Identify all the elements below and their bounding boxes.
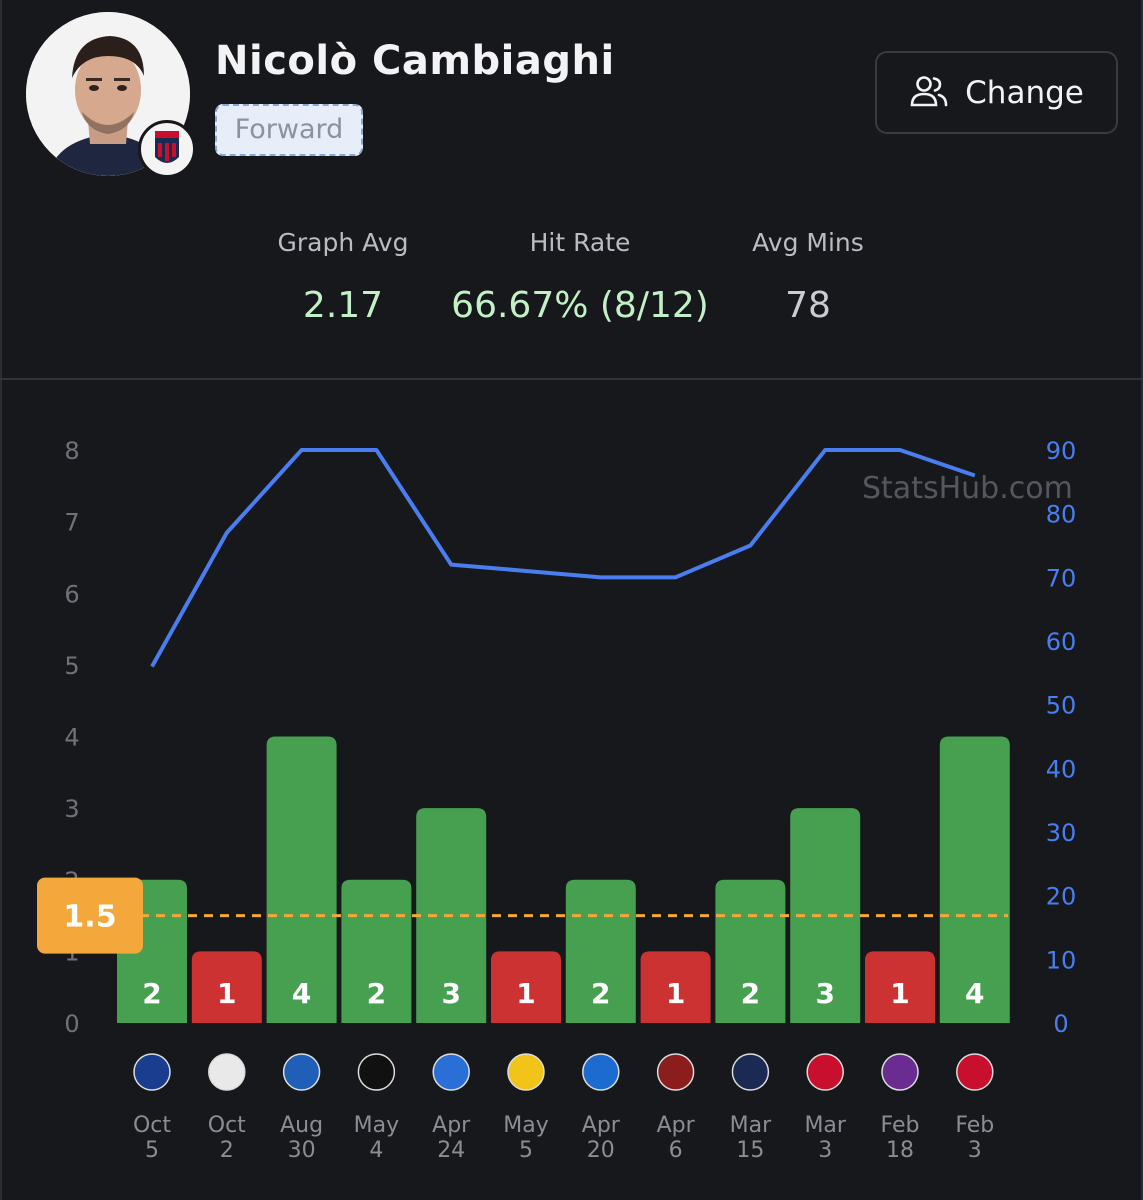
match-day: 5: [519, 1138, 533, 1163]
right-axis-tick: 10: [1046, 946, 1077, 974]
change-player-button[interactable]: Change: [875, 51, 1118, 134]
bar-value-label: 1: [890, 977, 909, 1010]
opponent-crest-icon: [208, 1053, 246, 1091]
bar-value-label: 2: [367, 977, 386, 1010]
right-axis-tick: 20: [1046, 883, 1077, 911]
opponent-crest-icon: [357, 1053, 396, 1091]
match-month: Apr: [657, 1113, 696, 1138]
match-day: 6: [669, 1138, 683, 1163]
opponent-crest-icon: [956, 1053, 994, 1091]
stat-label: Hit Rate: [529, 228, 631, 257]
change-button-label: Change: [965, 74, 1084, 111]
threshold-badge: [37, 877, 143, 954]
bar: [790, 808, 861, 1023]
bar: [640, 951, 711, 1023]
stat-value: 2.17: [302, 285, 384, 326]
position-badge: Forward: [215, 104, 363, 156]
right-axis-tick: 70: [1046, 564, 1077, 592]
stat-label: Graph Avg: [277, 228, 409, 257]
bar-value-label: 4: [965, 977, 984, 1010]
bar-value-label: 1: [516, 977, 535, 1010]
left-axis-tick: 5: [64, 652, 79, 680]
opponent-crest-icon: [282, 1053, 321, 1091]
stat-graph-avg: Graph Avg 2.17: [263, 228, 423, 326]
bar: [191, 951, 262, 1023]
match-month: May: [354, 1113, 399, 1138]
threshold-label: 1.5: [63, 900, 116, 935]
left-axis-tick: 6: [64, 580, 79, 608]
match-day: 30: [288, 1138, 316, 1163]
match-day: 15: [736, 1138, 764, 1163]
match-day: 5: [145, 1138, 159, 1163]
match-day: 3: [968, 1138, 982, 1163]
bar-value-label: 2: [591, 977, 610, 1010]
right-axis-tick: 50: [1046, 692, 1077, 720]
opponent-crest-icon: [582, 1053, 620, 1091]
opponent-crest-icon: [432, 1053, 470, 1091]
bar-value-label: 3: [441, 977, 460, 1010]
match-month: Oct: [133, 1113, 171, 1138]
match-month: Aug: [280, 1113, 323, 1138]
opponent-crest-icon: [656, 1053, 695, 1091]
player-name: Nicolò Cambiaghi: [215, 38, 615, 84]
bar: [565, 879, 636, 1023]
opponent-crest-icon: [806, 1053, 844, 1091]
right-axis-tick: 0: [1053, 1010, 1068, 1038]
bar-value-label: 3: [815, 977, 834, 1010]
match-month: Feb: [881, 1113, 920, 1138]
opponent-crest-icon: [731, 1053, 770, 1091]
bar-value-label: 1: [217, 977, 236, 1010]
stat-value: 78: [785, 285, 831, 326]
right-axis-tick: 40: [1046, 755, 1077, 783]
right-axis-tick: 80: [1046, 501, 1077, 529]
opponent-crest-icon: [881, 1053, 919, 1091]
opponent-crest-icon: [507, 1053, 545, 1091]
left-axis-tick: 0: [64, 1010, 79, 1038]
bar: [939, 736, 1010, 1023]
match-day: 24: [437, 1138, 465, 1163]
match-month: Apr: [582, 1113, 621, 1138]
watermark: StatsHub.com: [862, 471, 1073, 506]
stat-hit-rate: Hit Rate 66.67% (8/12): [440, 228, 720, 326]
opponent-crest-icon: [133, 1053, 171, 1091]
match-month: Oct: [208, 1113, 246, 1138]
bar: [491, 951, 561, 1023]
left-axis-tick: 4: [64, 724, 79, 752]
match-day: 18: [886, 1138, 914, 1163]
match-day: 4: [369, 1138, 383, 1163]
match-month: Mar: [804, 1113, 846, 1138]
minutes-line: [150, 448, 976, 668]
users-icon: [909, 71, 949, 115]
bologna-badge-icon: [138, 120, 196, 178]
left-axis-tick: 8: [64, 437, 79, 465]
match-month: Mar: [730, 1113, 772, 1138]
match-day: 3: [818, 1138, 832, 1163]
bar-value-label: 4: [292, 977, 311, 1010]
bar-value-label: 1: [666, 977, 685, 1010]
match-day: 20: [587, 1138, 615, 1163]
match-month: May: [503, 1113, 548, 1138]
player-header: Nicolò Cambiaghi Forward Change Graph Av…: [0, 0, 1143, 380]
bar: [341, 879, 412, 1023]
match-month: Feb: [955, 1113, 994, 1138]
bar: [865, 951, 935, 1023]
match-month: Apr: [432, 1113, 471, 1138]
stat-label: Avg Mins: [752, 228, 864, 257]
bar-value-label: 2: [142, 977, 161, 1010]
left-axis-tick: 3: [64, 795, 79, 823]
right-axis-tick: 30: [1046, 819, 1077, 847]
bar: [266, 736, 337, 1023]
match-chart: 0123456780102030405060708090214231212314…: [37, 437, 1077, 1163]
bar-value-label: 2: [741, 977, 760, 1010]
player-avatar: [26, 12, 190, 176]
stat-avg-mins: Avg Mins 78: [728, 228, 888, 326]
stat-value: 66.67% (8/12): [451, 285, 709, 326]
right-axis-tick: 60: [1046, 628, 1077, 656]
left-axis-tick: 7: [64, 509, 79, 537]
match-day: 2: [220, 1138, 234, 1163]
right-axis-tick: 90: [1046, 437, 1077, 465]
